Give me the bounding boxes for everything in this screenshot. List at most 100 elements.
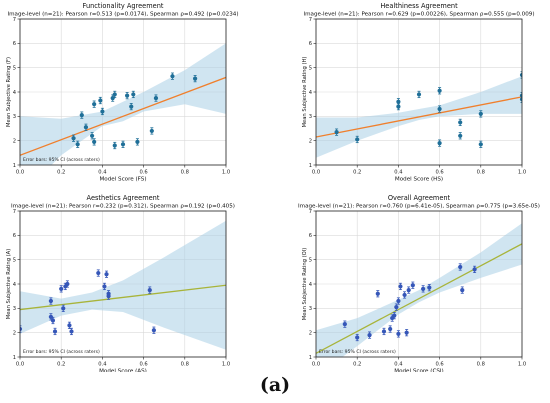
- data-point: [437, 88, 442, 93]
- data-point: [437, 141, 442, 146]
- data-point: [396, 104, 401, 109]
- data-point: [170, 74, 175, 79]
- regression-line: [20, 284, 226, 311]
- data-point: [416, 92, 422, 97]
- chart-panel-1: 0.0 0.2 0.4 0.6 0.8 1.0 1 2 3 4 5 6 7 Functionality A…: [6, 2, 239, 183]
- x-axis-label: Model Score (HS): [395, 177, 443, 183]
- x-tick-label: 0.2: [57, 170, 65, 176]
- x-axis-label: Model Score (CSI): [394, 369, 444, 373]
- x-tick-label: 1.0: [222, 362, 230, 368]
- data-point: [375, 291, 380, 296]
- y-tick-label: 5: [13, 257, 16, 263]
- x-tick-label: 0.0: [312, 170, 320, 176]
- y-tick-label: 6: [309, 233, 312, 239]
- data-point: [83, 125, 89, 130]
- y-axis-label: Mean Subjective Rating (F): [6, 57, 12, 127]
- y-tick-label: 1: [309, 163, 312, 169]
- error-bar-note: Error bars: 95% CI (across raters): [23, 157, 100, 163]
- data-point: [458, 120, 463, 125]
- chart-title: Healthiness Agreement: [380, 2, 458, 10]
- regression-line: [20, 76, 226, 156]
- y-tick-label: 4: [309, 90, 313, 96]
- data-point: [69, 329, 74, 334]
- data-point: [50, 318, 56, 323]
- x-axis-label: Model Score (AS): [99, 369, 147, 373]
- data-point: [135, 139, 140, 144]
- y-axis-label: Mean Subjective Rating (A): [6, 249, 12, 320]
- data-point: [519, 97, 522, 102]
- data-point: [100, 109, 105, 114]
- y-tick-label: 2: [13, 330, 16, 336]
- y-tick-label: 1: [13, 163, 16, 169]
- data-point: [59, 286, 64, 291]
- data-point: [478, 142, 483, 147]
- data-point: [131, 92, 136, 97]
- x-tick-label: 0.4: [394, 170, 403, 176]
- data-point: [334, 130, 339, 135]
- y-tick-label: 7: [13, 209, 16, 215]
- confidence-band: [20, 43, 226, 165]
- y-tick-label: 1: [13, 355, 16, 361]
- data-point: [472, 267, 477, 272]
- y-tick-label: 6: [13, 41, 16, 47]
- x-tick-label: 1.0: [518, 362, 526, 368]
- x-tick-label: 0.4: [394, 362, 403, 368]
- data-point: [437, 106, 442, 112]
- data-point: [153, 95, 159, 101]
- data-point: [398, 284, 403, 289]
- data-point: [193, 76, 198, 81]
- y-tick-label: 3: [13, 114, 16, 120]
- y-tick-label: 3: [309, 114, 312, 120]
- data-point: [392, 313, 397, 318]
- data-point: [388, 326, 393, 332]
- data-point: [458, 133, 463, 138]
- data-point: [96, 270, 101, 276]
- figure-panel-label: (a): [259, 374, 291, 396]
- y-tick-label: 5: [13, 65, 16, 71]
- y-tick-label: 2: [309, 330, 312, 336]
- data-point: [458, 264, 463, 270]
- data-point: [342, 322, 347, 327]
- x-tick-label: 0.0: [16, 170, 24, 176]
- chart-subtitle: Image-level (n=21): Pearson r=0.629 (p=0…: [303, 12, 534, 18]
- data-point: [147, 287, 152, 293]
- chart-subtitle: Image-level (n=21): Pearson r=0.232 (p=0…: [11, 204, 235, 210]
- data-point: [110, 95, 115, 101]
- y-tick-label: 7: [13, 17, 16, 23]
- regression-line: [316, 96, 522, 138]
- x-tick-label: 0.6: [435, 170, 443, 176]
- regression-line: [316, 243, 522, 354]
- data-point: [410, 283, 415, 288]
- confidence-band: [20, 220, 226, 350]
- chart-panel-3: 0.0 0.2 0.4 0.6 0.8 1.0 1 2 3 4 5 6 7 Aesthetics Agre…: [6, 194, 235, 372]
- data-point: [396, 331, 401, 336]
- data-point: [151, 328, 156, 333]
- x-tick-label: 0.2: [353, 362, 361, 368]
- y-tick-label: 6: [13, 233, 16, 239]
- x-tick-label: 0.6: [435, 362, 443, 368]
- data-point: [67, 323, 72, 328]
- x-tick-label: 1.0: [222, 170, 230, 176]
- data-point: [460, 287, 465, 293]
- y-tick-label: 5: [309, 257, 312, 263]
- data-point: [52, 329, 58, 334]
- data-point: [120, 142, 126, 147]
- figure-canvas: 0.0 0.2 0.4 0.6 0.8 1.0 1 2 3 4 5 6 7 Functionality A…: [6, 2, 540, 373]
- y-tick-label: 5: [309, 65, 312, 71]
- x-tick-label: 0.8: [477, 362, 485, 368]
- chart-title: Aesthetics Agreement: [87, 194, 160, 202]
- data-point: [125, 93, 130, 98]
- data-point: [149, 128, 154, 134]
- x-axis-label: Model Score (FS): [99, 177, 146, 183]
- data-point: [20, 326, 23, 332]
- data-point: [381, 329, 387, 334]
- x-tick-label: 0.8: [477, 170, 485, 176]
- data-point: [519, 72, 522, 78]
- x-tick-label: 0.6: [139, 170, 147, 176]
- data-point: [427, 285, 432, 290]
- x-tick-label: 0.2: [57, 362, 65, 368]
- x-tick-label: 0.8: [181, 170, 189, 176]
- data-point: [478, 111, 483, 116]
- y-axis-label: Mean Subjective Rating (H): [302, 57, 308, 128]
- data-point: [112, 143, 117, 148]
